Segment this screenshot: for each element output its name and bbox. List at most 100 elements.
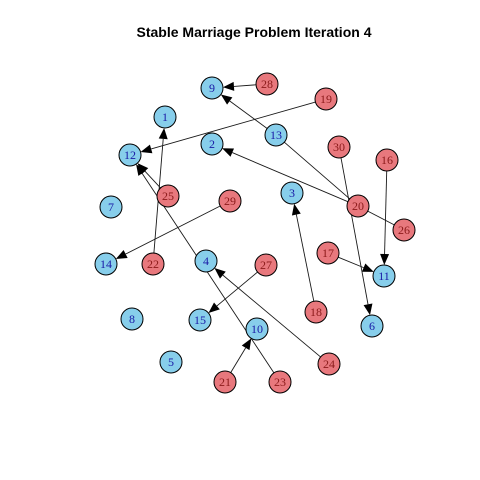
node-3: 3	[280, 181, 304, 205]
node-21: 21	[213, 370, 237, 394]
node-label: 29	[224, 194, 236, 208]
node-20: 20	[346, 194, 370, 218]
node-circle	[141, 252, 165, 276]
node-15: 15	[188, 308, 212, 332]
edge-arrowhead	[140, 144, 153, 154]
node-label: 20	[352, 199, 364, 213]
node-circle	[153, 105, 177, 129]
node-17: 17	[316, 241, 340, 265]
edge-arrowhead	[214, 268, 226, 279]
node-circle	[200, 132, 224, 156]
node-28: 28	[255, 72, 279, 96]
edge-line	[284, 141, 350, 200]
edge-line	[338, 256, 364, 269]
edge-line	[233, 84, 257, 87]
node-circle	[120, 307, 144, 331]
node-24: 24	[317, 352, 341, 376]
edge-13-9	[220, 94, 268, 129]
edge-27-15	[208, 271, 258, 313]
node-7: 7	[99, 195, 123, 219]
node-circle	[346, 194, 370, 218]
node-label: 25	[162, 189, 174, 203]
node-circle	[194, 249, 218, 273]
node-circle	[268, 370, 292, 394]
edge-line	[216, 271, 258, 307]
node-circle	[188, 308, 212, 332]
node-circle	[314, 87, 338, 111]
node-circle	[159, 350, 183, 374]
node-label: 17	[322, 246, 334, 260]
node-10: 10	[245, 317, 269, 341]
node-circle	[218, 189, 242, 213]
node-16: 16	[375, 148, 399, 172]
edge-arrowhead	[158, 127, 168, 140]
edge-arrowhead	[291, 203, 301, 216]
node-circle	[304, 300, 328, 324]
edge-25-12	[137, 163, 161, 189]
node-circle	[360, 314, 384, 338]
node-11: 11	[372, 264, 396, 288]
node-circle	[375, 148, 399, 172]
edge-arrowhead	[115, 250, 128, 260]
edge-21-10	[230, 338, 252, 373]
node-circle	[245, 317, 269, 341]
node-circle	[255, 72, 279, 96]
node-8: 8	[120, 307, 144, 331]
node-18: 18	[304, 300, 328, 324]
node-2: 2	[200, 132, 224, 156]
node-label: 5	[168, 355, 174, 369]
node-label: 4	[203, 254, 209, 268]
node-circle	[317, 352, 341, 376]
node-label: 9	[209, 81, 215, 95]
edge-arrowhead	[222, 148, 235, 157]
edge-28-9	[222, 81, 257, 91]
edge-arrowhead	[208, 302, 220, 313]
edge-arrowhead	[363, 303, 373, 316]
node-27: 27	[254, 253, 278, 277]
edge-line	[144, 170, 161, 189]
node-label: 14	[100, 257, 112, 271]
node-label: 7	[108, 200, 114, 214]
node-9: 9	[200, 76, 224, 100]
edge-20-2	[222, 148, 349, 203]
node-label: 6	[369, 319, 375, 333]
node-4: 4	[194, 249, 218, 273]
node-label: 12	[124, 148, 136, 162]
node-circle	[392, 218, 416, 242]
edge-arrowhead	[136, 164, 146, 176]
edge-20-26	[367, 210, 395, 226]
edge-arrowhead	[241, 338, 252, 351]
node-circle	[94, 252, 118, 276]
edge-arrowhead	[220, 94, 233, 105]
node-circle	[99, 195, 123, 219]
node-26: 26	[392, 218, 416, 242]
node-label: 27	[260, 258, 272, 272]
edge-arrowhead	[361, 263, 374, 272]
edge-13-20	[284, 141, 350, 200]
edge-line	[340, 157, 369, 305]
node-label: 2	[209, 137, 215, 151]
node-22: 22	[141, 252, 165, 276]
edge-line	[230, 347, 247, 373]
node-label: 19	[320, 92, 332, 106]
node-circle	[156, 184, 180, 208]
node-label: 3	[289, 186, 295, 200]
node-12: 12	[118, 143, 142, 167]
edge-line	[229, 100, 268, 129]
node-circle	[264, 123, 288, 147]
node-label: 13	[270, 128, 282, 142]
node-circle	[254, 253, 278, 277]
node-label: 16	[381, 153, 393, 167]
edge-16-11	[380, 170, 390, 266]
node-circle	[213, 370, 237, 394]
node-23: 23	[268, 370, 292, 394]
edges-layer	[115, 81, 395, 374]
node-6: 6	[360, 314, 384, 338]
node-13: 13	[264, 123, 288, 147]
edge-line	[222, 274, 321, 358]
node-14: 14	[94, 252, 118, 276]
node-circle	[327, 135, 351, 159]
node-circle	[200, 76, 224, 100]
edge-30-6	[340, 157, 373, 316]
